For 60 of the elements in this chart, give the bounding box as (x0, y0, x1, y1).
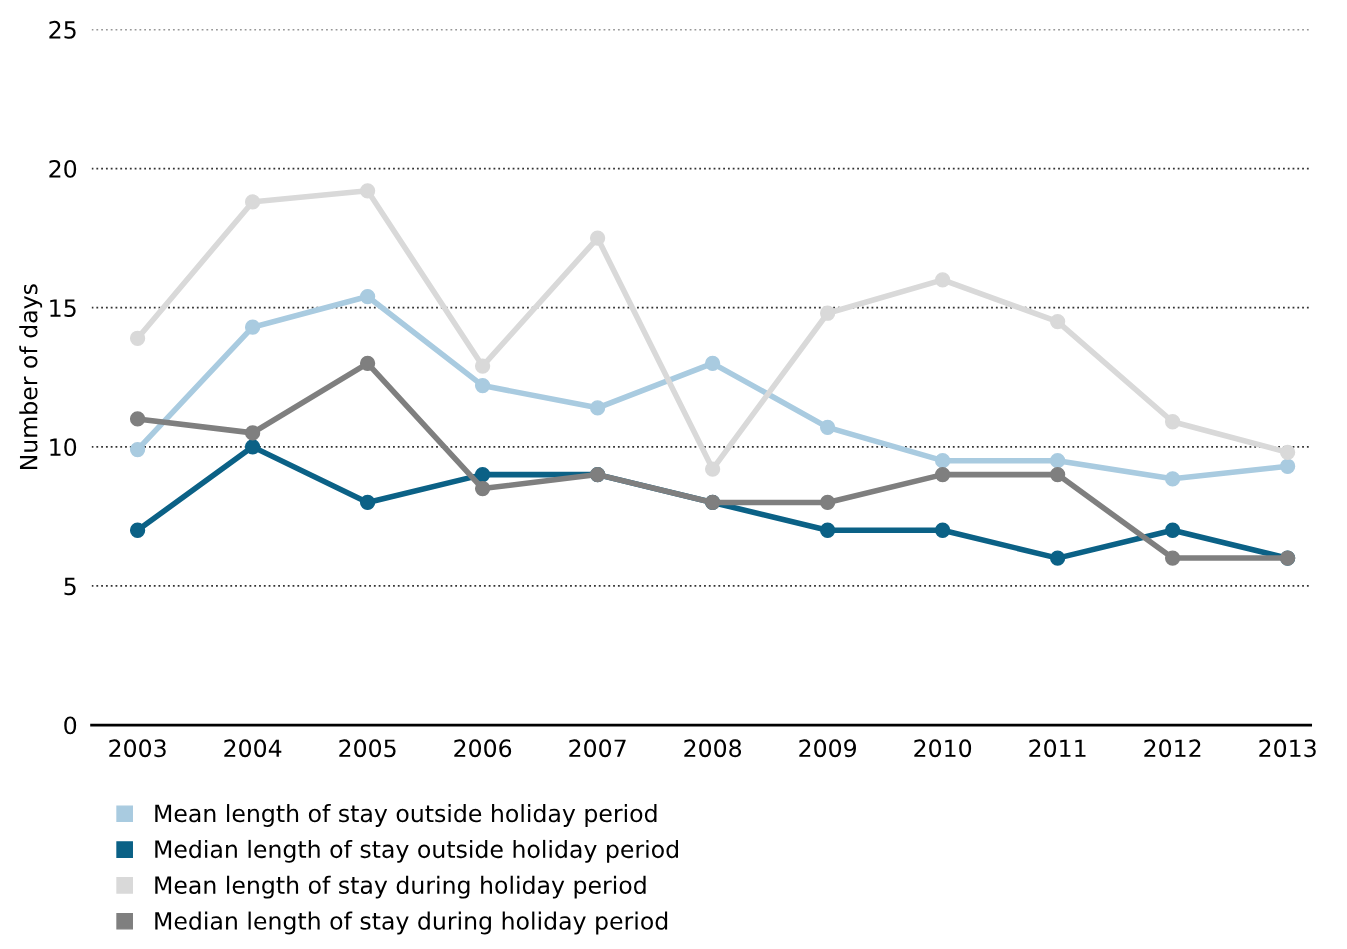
point (1279, 444, 1296, 460)
point (589, 230, 606, 246)
point (359, 288, 376, 305)
point (819, 305, 836, 321)
point (359, 183, 376, 199)
x-tick-label: 2004 (224, 739, 282, 758)
point (129, 522, 146, 538)
point (129, 330, 146, 346)
point (129, 441, 146, 458)
legend-label: Median length of stay outside holiday period (155, 839, 678, 863)
x-tick-label: 2005 (339, 739, 396, 758)
x-tick-label: 2006 (454, 739, 512, 758)
point (819, 494, 836, 511)
y-tick-label: 15 (50, 299, 76, 317)
x-tick-label: 2013 (1259, 739, 1316, 758)
y-tick-label: 25 (49, 20, 76, 39)
point (244, 439, 261, 455)
y-tick-label: 20 (49, 159, 77, 178)
point (244, 425, 261, 441)
legend-label: Mean length of stay during holiday period (155, 875, 646, 899)
point (359, 355, 376, 371)
point (819, 419, 836, 435)
legend-label: Mean length of stay outside holiday period (155, 804, 657, 827)
y-tick-label: 5 (64, 577, 76, 596)
y-tick-label: 10 (50, 438, 77, 457)
point (1049, 466, 1066, 483)
point (1279, 458, 1296, 474)
point (934, 453, 951, 469)
point (934, 466, 951, 483)
x-tick-label: 2012 (1144, 739, 1201, 758)
point (1049, 313, 1066, 330)
y-axis-title: Number of days (19, 284, 43, 470)
point (129, 411, 146, 427)
x-tick-label: 2007 (569, 739, 626, 758)
x-tick-label: 2010 (914, 739, 972, 758)
point (589, 400, 606, 416)
point (1049, 453, 1066, 469)
point (244, 319, 261, 335)
point (474, 377, 491, 394)
point (359, 494, 376, 511)
x-tick-label: 2008 (684, 739, 742, 758)
point (934, 522, 951, 538)
point (474, 480, 491, 497)
point (704, 461, 721, 477)
legend-label: Median length of stay during holiday period (155, 911, 668, 935)
y-tick-label: 0 (64, 716, 77, 735)
x-tick-label: 2011 (1029, 739, 1086, 758)
point (1164, 414, 1181, 430)
point (474, 358, 491, 374)
point (244, 194, 261, 210)
point (1164, 550, 1181, 566)
point (1164, 471, 1181, 487)
x-tick-label: 2009 (799, 739, 856, 758)
point (934, 272, 951, 288)
point (474, 466, 491, 483)
point (1049, 550, 1066, 566)
point (704, 355, 721, 371)
point (1164, 522, 1181, 538)
x-tick-label: 2003 (109, 739, 166, 758)
point (819, 522, 836, 538)
